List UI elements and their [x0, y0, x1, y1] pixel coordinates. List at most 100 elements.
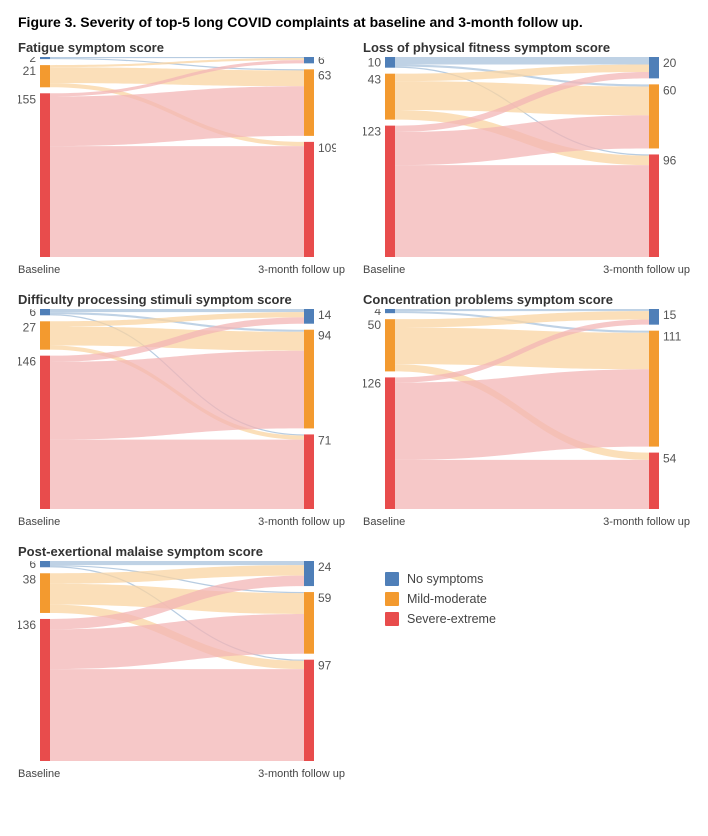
label-right-mild: 94 [318, 329, 332, 343]
legend-item: Mild-moderate [385, 592, 690, 606]
bar-right-mild [649, 331, 659, 447]
legend-item: Severe-extreme [385, 612, 690, 626]
sankey-chart: 1020436012396 [363, 57, 681, 257]
bar-right-mild [304, 592, 314, 654]
label-left-mild: 27 [23, 320, 37, 334]
panel: Fatigue symptom score262163155109Baselin… [18, 40, 345, 276]
label-right-none: 20 [663, 57, 677, 70]
sankey-chart: 4 15 50 111 126 54 [363, 309, 681, 509]
axis-right: 3-month follow up [603, 264, 690, 276]
bar-left-none [385, 57, 395, 68]
sankey-chart: 262163155109 [18, 57, 336, 257]
axis-labels: Baseline 3-month follow up [18, 264, 345, 276]
bar-left-none [40, 309, 50, 315]
label-left-mild: 38 [23, 572, 37, 586]
label-right-mild: 60 [663, 83, 677, 97]
bar-right-none [649, 57, 659, 78]
label-right-mild: 63 [318, 68, 332, 82]
legend: No symptoms Mild-moderate Severe-extreme [363, 544, 690, 780]
label-left-mild: 21 [23, 64, 37, 78]
axis-labels: Baseline 3-month follow up [363, 516, 690, 528]
flow-ribbon [395, 369, 649, 460]
flow-ribbon [395, 81, 649, 115]
axis-left: Baseline [18, 768, 60, 780]
bar-left-none [40, 561, 50, 567]
label-left-mild: 50 [368, 318, 382, 332]
bar-left-severe [40, 93, 50, 257]
flow-ribbon [395, 309, 649, 311]
panel: Concentration problems symptom score 4 15 5… [363, 292, 690, 528]
flow-ribbon [50, 669, 304, 761]
label-left-none: 10 [368, 57, 382, 69]
axis-left: Baseline [363, 516, 405, 528]
bar-right-mild [304, 330, 314, 429]
axis-left: Baseline [18, 516, 60, 528]
label-left-severe: 136 [18, 618, 36, 632]
axis-right: 3-month follow up [603, 516, 690, 528]
bar-right-severe [649, 453, 659, 509]
panel: Difficulty processing stimuli symptom sc… [18, 292, 345, 528]
bar-left-mild [40, 573, 50, 613]
label-left-none: 6 [29, 561, 36, 571]
axis-right: 3-month follow up [258, 768, 345, 780]
flow-ribbon [50, 440, 304, 509]
label-right-severe: 54 [663, 452, 677, 466]
flow-ribbon [50, 561, 304, 565]
bar-right-severe [304, 142, 314, 257]
flow-ribbon [50, 146, 304, 257]
panel-grid: Fatigue symptom score262163155109Baselin… [18, 40, 690, 780]
panel-title: Difficulty processing stimuli symptom sc… [18, 292, 345, 307]
label-right-mild: 111 [663, 330, 681, 344]
label-left-severe: 146 [18, 355, 36, 369]
bar-left-severe [385, 126, 395, 257]
panel-title: Post-exertional malaise symptom score [18, 544, 345, 559]
bar-right-none [304, 309, 314, 324]
axis-labels: Baseline 3-month follow up [363, 264, 690, 276]
flow-ribbon [50, 351, 304, 440]
label-right-severe: 71 [318, 433, 332, 447]
axis-labels: Baseline 3-month follow up [18, 768, 345, 780]
flow-ribbon [395, 460, 649, 509]
label-right-none: 15 [663, 309, 677, 322]
label-left-none: 4 [374, 309, 381, 318]
panel-title: Loss of physical fitness symptom score [363, 40, 690, 55]
label-right-none: 14 [318, 309, 332, 322]
bar-right-mild [649, 84, 659, 148]
bar-left-severe [40, 356, 50, 509]
bar-right-none [304, 57, 314, 63]
legend-item: No symptoms [385, 572, 690, 586]
legend-label: No symptoms [407, 572, 483, 586]
label-right-mild: 59 [318, 591, 332, 605]
axis-right: 3-month follow up [258, 264, 345, 276]
axis-left: Baseline [363, 264, 405, 276]
legend-swatch [385, 612, 399, 626]
bar-right-none [304, 561, 314, 586]
legend-swatch [385, 572, 399, 586]
bar-left-mild [385, 319, 395, 371]
bar-left-severe [385, 377, 395, 509]
bar-right-severe [649, 154, 659, 257]
bar-left-mild [385, 74, 395, 120]
axis-left: Baseline [18, 264, 60, 276]
flow-ribbon [395, 57, 649, 64]
bar-right-mild [304, 69, 314, 136]
panel-title: Concentration problems symptom score [363, 292, 690, 307]
legend-label: Severe-extreme [407, 612, 496, 626]
bar-left-none [385, 309, 395, 313]
axis-labels: Baseline 3-month follow up [18, 516, 345, 528]
sankey-chart: 624385913697 [18, 561, 336, 761]
bar-left-none [40, 57, 50, 59]
label-right-severe: 109 [318, 141, 336, 155]
axis-right: 3-month follow up [258, 516, 345, 528]
legend-swatch [385, 592, 399, 606]
bar-left-severe [40, 619, 50, 761]
label-left-severe: 126 [363, 376, 381, 390]
panel-title: Fatigue symptom score [18, 40, 345, 55]
label-left-mild: 43 [368, 73, 382, 87]
bar-left-mild [40, 321, 50, 349]
label-left-severe: 155 [18, 92, 36, 106]
label-right-none: 24 [318, 561, 332, 574]
flow-ribbon [50, 309, 304, 312]
label-right-severe: 96 [663, 153, 677, 167]
label-left-none: 6 [29, 309, 36, 319]
